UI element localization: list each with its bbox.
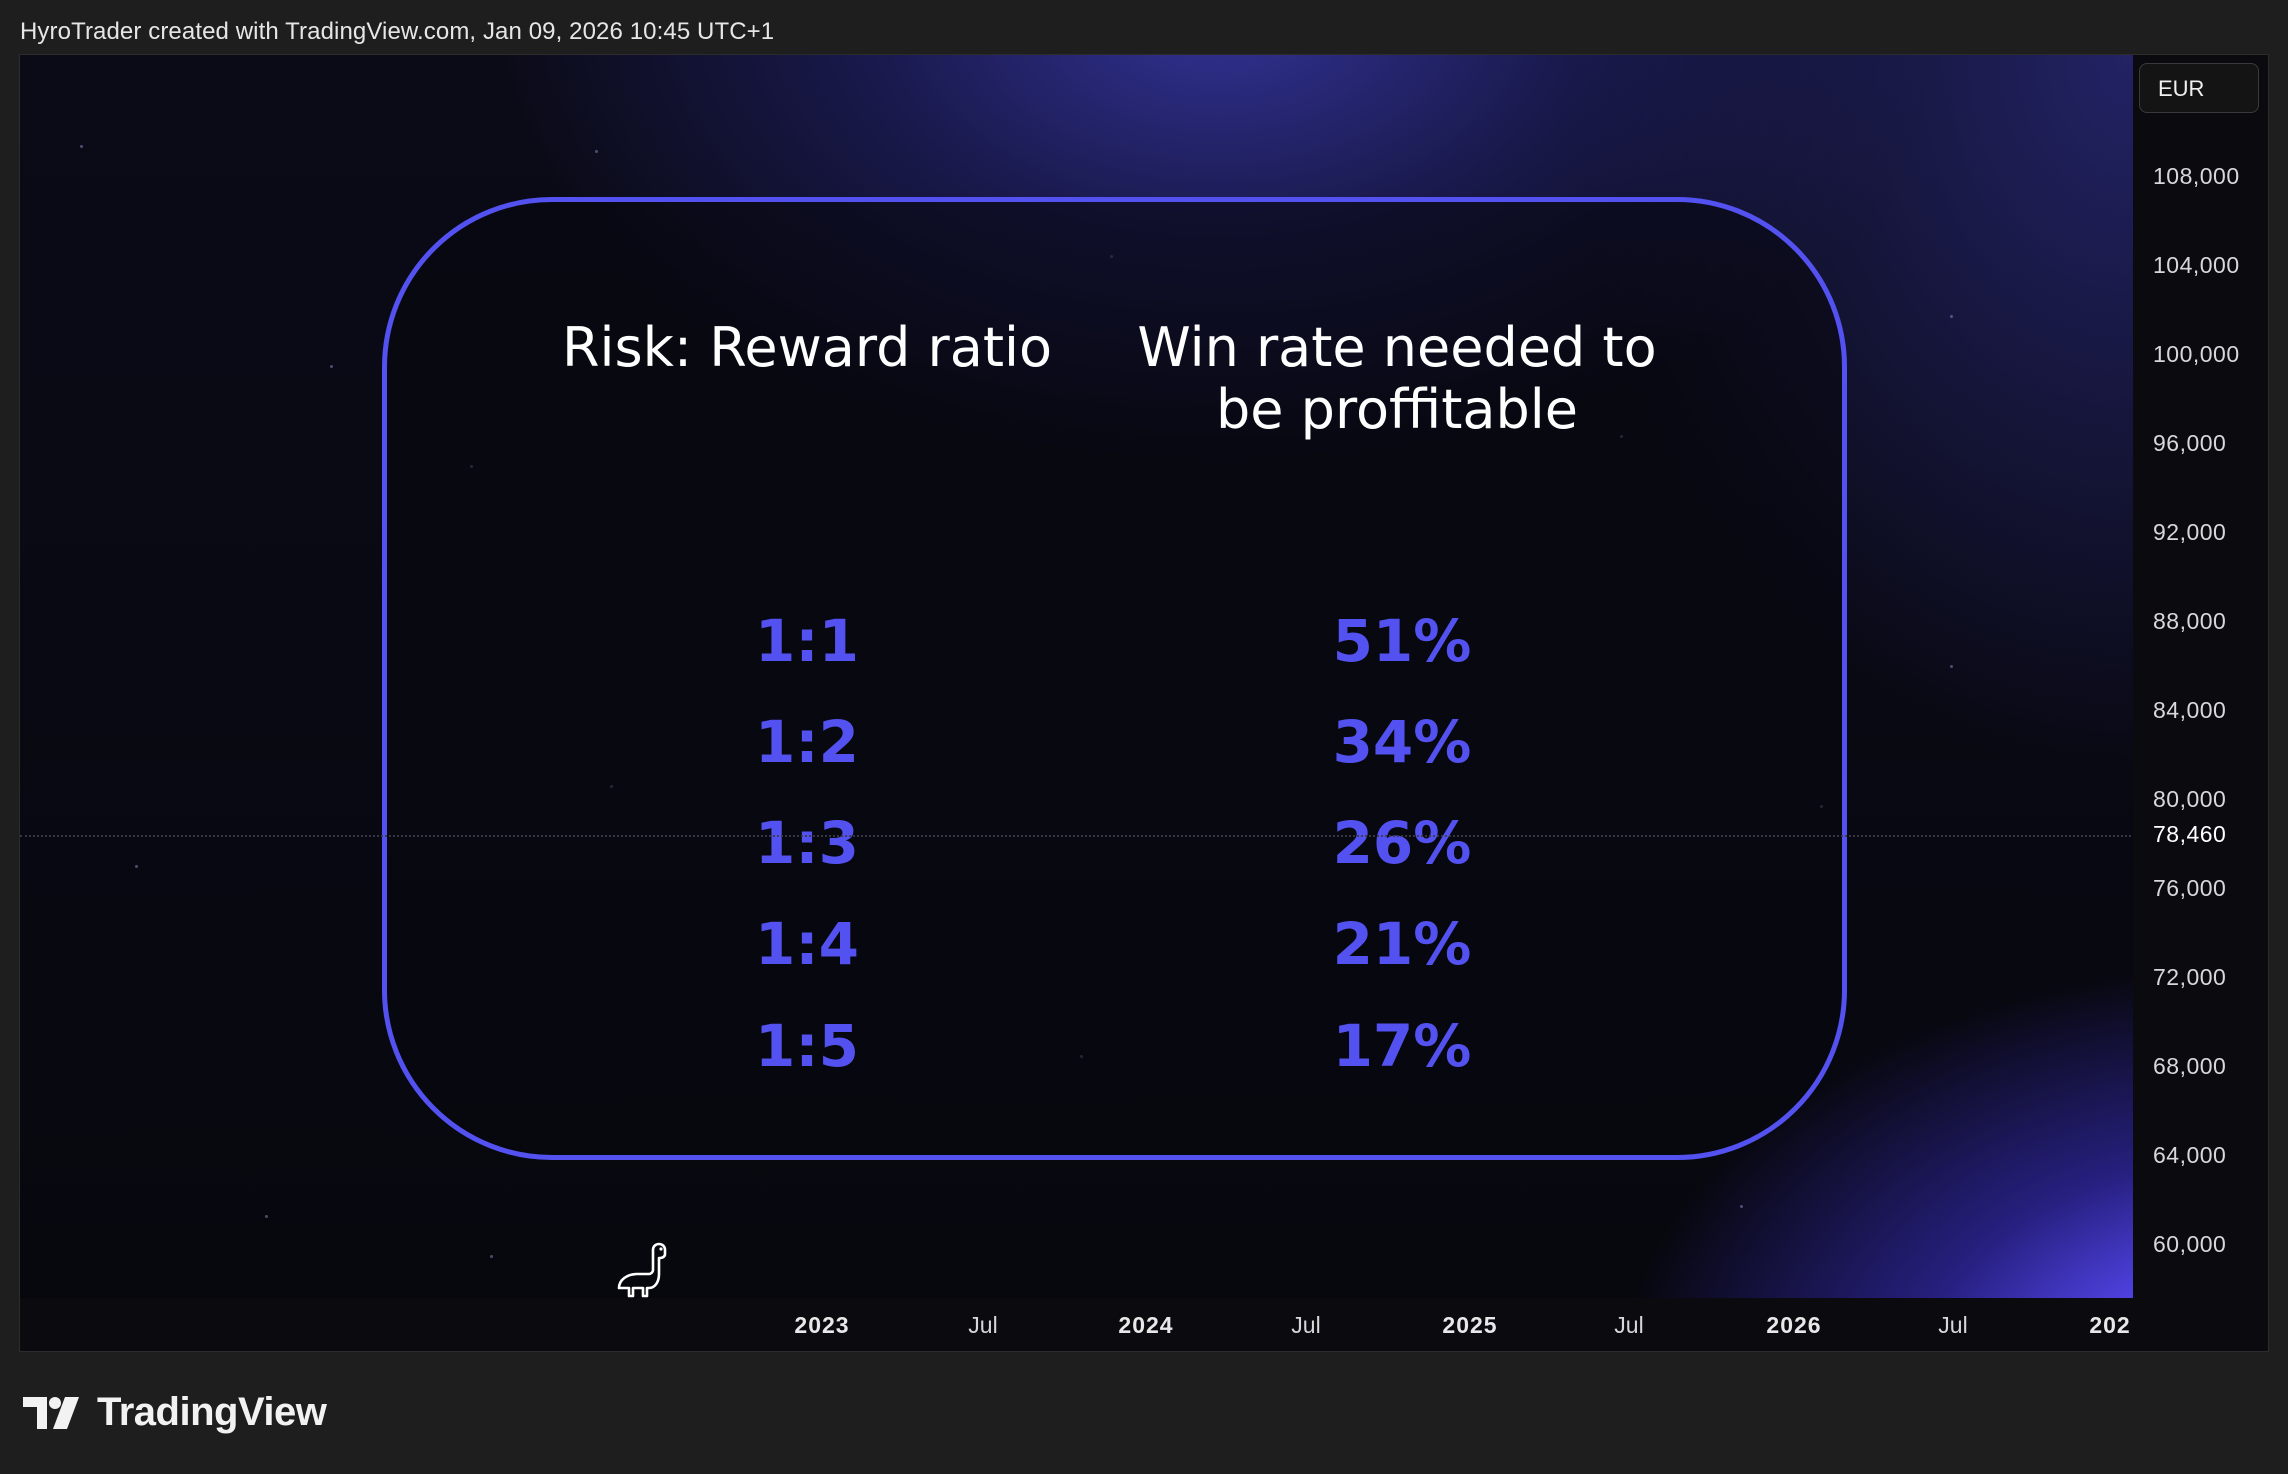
price-tick: 60,000 [2153,1231,2227,1257]
price-tick: 80,000 [2153,786,2227,812]
price-tick: 88,000 [2153,608,2227,634]
background-star [1950,315,1953,318]
win-rate-header-line2: be proffitable [1216,378,1578,441]
risk-reward-card: Risk: Reward ratio Win rate needed to be… [382,197,1847,1160]
price-tick: 72,000 [2153,964,2227,990]
background-star [1740,1205,1743,1208]
winrate-cell: 26% [1332,809,1472,877]
price-crosshair-line [20,835,2195,837]
price-tick: 108,000 [2153,163,2240,189]
win-rate-header-line1: Win rate needed to [1137,316,1657,379]
winrate-cell: 17% [1332,1012,1472,1080]
time-tick: Jul [1291,1312,1321,1338]
win-rate-header: Win rate needed to be proffitable [1117,317,1677,441]
price-tick: 84,000 [2153,697,2227,723]
price-axis[interactable]: EUR 108,000 104,000 100,000 96,000 92,00… [2133,55,2268,1351]
winrate-cell: 34% [1332,708,1472,776]
chart-attribution: HyroTrader created with TradingView.com,… [20,18,775,45]
time-tick: 2026 [1766,1312,1822,1338]
dino-icon [617,1242,667,1298]
time-tick: 2024 [1118,1312,1174,1338]
ratio-cell: 1:2 [755,708,859,776]
background-star [135,865,138,868]
time-tick: Jul [1614,1312,1644,1338]
risk-reward-header: Risk: Reward ratio [561,316,1053,379]
ratio-cell: 1:1 [755,607,859,675]
background-star [330,365,333,368]
background-star [265,1215,268,1218]
plot-area[interactable]: Risk: Reward ratio Win rate needed to be… [20,55,2133,1298]
background-star [80,145,83,148]
price-tick: 68,000 [2153,1053,2227,1079]
currency-selector[interactable]: EUR [2139,63,2259,113]
time-tick: Jul [968,1312,998,1338]
time-tick: 2025 [1442,1312,1498,1338]
tradingview-logo-icon [23,1396,79,1429]
background-star [1950,665,1953,668]
price-tick: 76,000 [2153,875,2227,901]
current-price-label: 78,460 [2153,821,2227,847]
tradingview-footer-logo[interactable]: TradingView [23,1390,327,1435]
ratio-cell: 1:5 [755,1012,859,1080]
price-tick: 92,000 [2153,519,2227,545]
time-tick: 202 [2089,1312,2131,1338]
price-tick: 100,000 [2153,341,2240,367]
price-tick: 96,000 [2153,430,2227,456]
price-tick: 64,000 [2153,1142,2227,1168]
time-tick: Jul [1938,1312,1968,1338]
tradingview-wordmark: TradingView [97,1390,327,1434]
price-tick: 104,000 [2153,252,2240,278]
chart-frame: Risk: Reward ratio Win rate needed to be… [19,54,2269,1352]
ratio-cell: 1:4 [755,910,859,978]
winrate-cell: 21% [1332,910,1472,978]
background-star [595,150,598,153]
winrate-cell: 51% [1332,607,1472,675]
time-tick: 2023 [794,1312,850,1338]
time-axis[interactable]: 2023 Jul 2024 Jul 2025 Jul 2026 Jul 202 [20,1298,2133,1351]
background-star [490,1255,493,1258]
ratio-cell: 1:3 [755,809,859,877]
